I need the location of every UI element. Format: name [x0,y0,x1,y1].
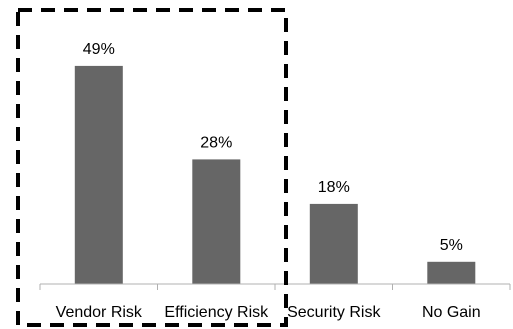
x-tick-label-security-risk: Security Risk [287,304,381,321]
data-labels-group: 49% 28% 18% 5% [83,41,463,254]
tick-labels-group: Vendor Risk Efficiency Risk Security Risk N… [56,304,481,321]
bar-security-risk [309,203,358,284]
bars-group [74,65,476,285]
x-tick-label-no-gain: No Gain [422,304,481,321]
bar-no-gain [427,261,476,285]
x-tick-label-efficiency-risk: Efficiency Risk [164,304,269,321]
x-ticks-group [39,284,511,290]
bar-vendor-risk [74,65,123,285]
data-label-efficiency-risk: 28% [200,134,232,151]
bar-efficiency-risk [192,159,241,284]
data-label-security-risk: 18% [318,179,350,196]
x-tick-label-vendor-risk: Vendor Risk [56,304,143,321]
highlight-box [16,8,288,327]
data-label-no-gain: 5% [440,237,463,254]
data-label-vendor-risk: 49% [83,41,115,58]
